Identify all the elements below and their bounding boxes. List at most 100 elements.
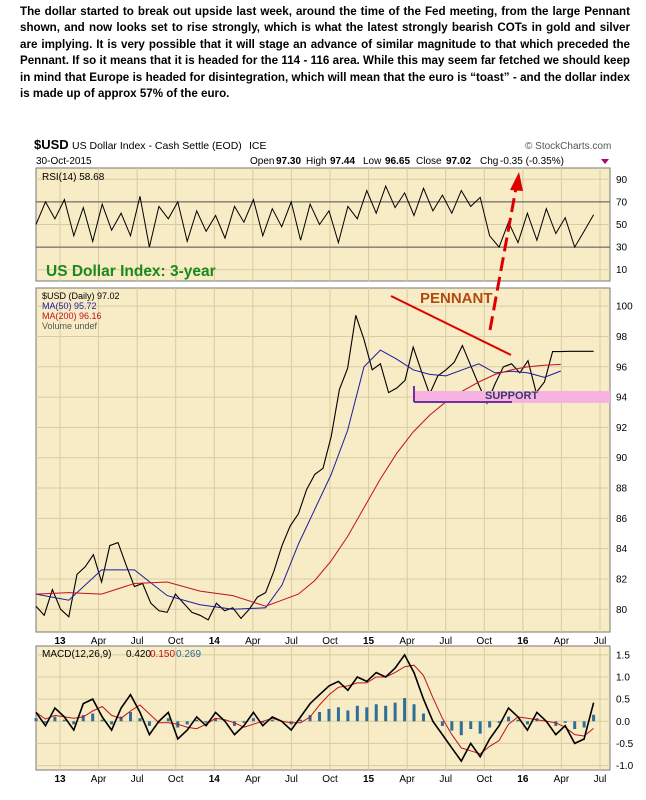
macd-hist-bar [459,721,463,736]
price-y-tick: 88 [616,484,628,495]
rsi-y-tick: 70 [616,197,628,208]
price-x-tick: Apr [399,636,415,647]
high-value: 97.44 [330,156,355,167]
macd-hist-bar [270,719,274,722]
macd-hist-bar [497,721,501,723]
price-x-tick: 14 [209,636,221,647]
macd-x-tick: Apr [245,774,261,785]
macd-hist-bar [393,702,397,722]
macd-hist-bar [100,719,104,722]
macd-hist-bar [195,719,199,722]
macd-y-tick: 0.0 [616,717,630,728]
macd-x-tick: Oct [477,774,493,785]
price-panel [35,287,611,633]
ma200-line [35,363,561,607]
macd-hist-bar [299,719,303,722]
price-x-tick: Oct [168,636,184,647]
macd-hist-bar [91,713,95,722]
chg-down-icon [601,159,609,164]
support-band [414,391,610,403]
macd-x-tick: Apr [399,774,415,785]
price-x-tick: Apr [91,636,107,647]
open-value: 97.30 [276,156,301,167]
macd-hist-bar [582,721,586,728]
ma50-line [35,349,561,610]
price-y-tick: 84 [616,544,628,555]
high-label: High [306,156,327,167]
price-x-tick: Jul [285,636,298,647]
macd-legend: MACD(12,26,9) [42,649,111,660]
macd-x-tick: Jul [594,774,607,785]
price-y-tick: 94 [616,393,628,404]
macd-x-tick: Oct [322,774,338,785]
macd-y-tick: 1.5 [616,650,630,661]
macd-hist-bar [525,721,529,725]
macd-hist-bar [261,721,265,723]
macd-x-tick: Jul [285,774,298,785]
price-x-tick: Oct [477,636,493,647]
macd-hist-bar [440,721,444,726]
volume-legend: Volume undef [42,321,98,331]
price-x-tick: Apr [554,636,570,647]
ma50-legend: MA(50) 95.72 [42,301,97,311]
macd-signal-value: 0.150 [150,649,175,660]
price-y-tick: 80 [616,605,628,616]
macd-x-tick: 16 [517,774,529,785]
rsi-y-tick: 90 [616,175,628,186]
macd-hist-bar [412,704,416,722]
macd-hist-bar [573,721,577,730]
rsi-legend: RSI(14) 58.68 [42,172,105,183]
macd-hist-bar [43,721,47,723]
macd-x-tick: 14 [209,774,221,785]
macd-y-tick: 1.0 [616,673,630,684]
price-x-tick: Oct [322,636,338,647]
price-y-tick: 92 [616,423,628,434]
macd-x-tick: Apr [91,774,107,785]
macd-hist-bar [119,716,123,722]
chg-value: -0.35 (-0.35%) [500,156,564,167]
chg-label: Chg [480,156,498,167]
support-label: SUPPORT [485,390,538,402]
macd-hist-bar [232,721,236,726]
macd-line [35,653,595,763]
macd-hist-bar [554,721,558,726]
macd-hist-bar [374,704,378,722]
macd-y-tick: -1.0 [616,761,634,772]
commentary-paragraph: The dollar started to break out upside l… [20,5,630,101]
macd-hist-bar [138,718,142,722]
macd-x-tick: Apr [554,774,570,785]
macd-hist-bar [516,719,520,722]
macd-hist-bar [336,707,340,722]
price-x-tick: Jul [439,636,452,647]
macd-signal-line [35,664,594,755]
macd-hist-bar [563,721,567,723]
pennant-label: PENNANT [420,290,493,307]
projection-arrow-head-icon [510,172,523,191]
brand-watermark: © StockCharts.com [525,141,611,152]
macd-hist-bar [450,721,454,731]
rsi-y-tick: 30 [616,243,628,254]
macd-hist-value: 0.269 [176,649,201,660]
macd-y-tick: -0.5 [616,739,634,750]
price-y-tick: 86 [616,514,628,525]
macd-hist-bar [478,721,482,734]
macd-hist-bar [308,715,312,722]
macd-hist-bar [110,721,114,725]
macd-x-tick: Oct [168,774,184,785]
close-value: 97.02 [446,156,471,167]
macd-y-tick: 0.5 [616,695,630,706]
macd-hist-bar [62,719,66,722]
macd-hist-bar [355,705,359,722]
rsi-y-tick: 50 [616,220,628,231]
close-label: Close [416,156,442,167]
chart-exchange: ICE [249,140,267,152]
price-x-tick: Jul [594,636,607,647]
macd-x-tick: Jul [131,774,144,785]
chart-title: US Dollar Index: 3-year [46,263,216,280]
macd-hist-bar [592,714,596,722]
macd-hist-bar [318,711,322,722]
macd-hist-bar [204,721,208,723]
price-x-tick: Jul [131,636,144,647]
chart-name: US Dollar Index - Cash Settle (EOD) [72,140,242,152]
